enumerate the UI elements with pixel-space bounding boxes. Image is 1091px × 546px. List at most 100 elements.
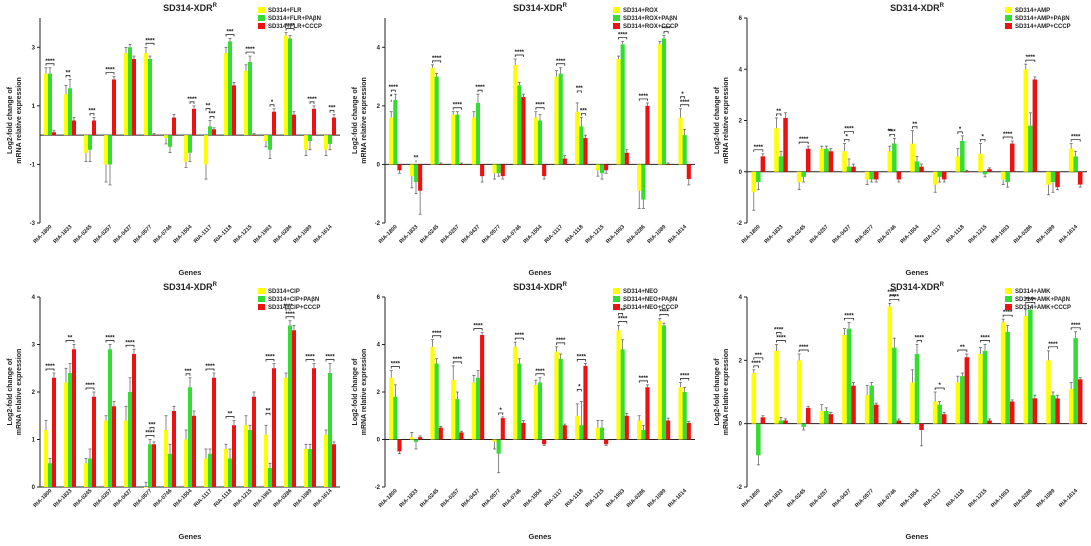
bar-SD314+FLR-RIA-1554 [184, 135, 188, 162]
bar-SD314+AMK+CCCP-RIA-0286 [1032, 398, 1038, 424]
bar-SD314+ROX+PAβN-RIA-1614 [682, 135, 687, 165]
y-axis-label-line1: Log2-fold change of [714, 86, 721, 154]
x-tick-label: RIA-0257 [809, 224, 830, 245]
y-tick-label: 4 [739, 67, 743, 73]
x-tick-label: RIA-1117 [193, 224, 213, 244]
significance-bracket [753, 365, 759, 368]
bar-SD314+CIP+CCCP-RIA-1118 [232, 425, 236, 487]
bar-SD314+NEO+CCCP-RIA-1089 [666, 420, 671, 440]
significance-label: **** [616, 309, 626, 315]
significance-label: **** [754, 145, 764, 151]
bar-SD314+AMK-RIA-0577 [864, 395, 870, 424]
y-axis-label-line1: Log2-fold change of [352, 358, 359, 426]
y-tick-label: 2 [739, 119, 743, 125]
significance-bracket [535, 373, 545, 376]
bar-SD314+NEO+PAβN-RIA-1215 [599, 427, 605, 440]
bar-SD314+AMK+CCCP-RIA-0257 [828, 414, 834, 424]
significance-label: **** [844, 313, 854, 319]
bar-SD314+FLR+CCCP-RIA-1554 [192, 108, 196, 136]
bar-SD314+AMP-RIA-1554 [910, 143, 915, 172]
bar-SD314+AMP+CCCP-RIA-1833 [783, 117, 788, 172]
bar-SD314+CIP-RIA-1215 [244, 425, 248, 487]
x-tick-label: RIA-1993 [253, 224, 274, 245]
y-tick-label: -2 [737, 485, 743, 491]
y-tick-label: 2 [377, 390, 381, 396]
bar-SD314+ROX+CCCP-RIA-1800 [397, 164, 402, 171]
bar-SD314+ROX+CCCP-RIA-0577 [500, 164, 505, 177]
significance-label: **** [1003, 132, 1013, 138]
significance-bracket [776, 340, 786, 343]
x-tick-label: RIA-0437 [461, 224, 482, 245]
significance-label: **** [980, 336, 990, 342]
bar-SD314+CIP-RIA-0746 [164, 430, 168, 487]
bar-SD314+ROX-RIA-1554 [533, 117, 538, 165]
significance-label: * [578, 385, 581, 391]
significance-label: **** [265, 355, 275, 361]
y-tick-label: -2 [375, 221, 381, 227]
significance-bracket [680, 96, 686, 99]
bar-SD314+ROX-RIA-0286 [637, 164, 642, 191]
y-tick-label: 0 [377, 162, 381, 168]
legend-swatch-3 [613, 23, 620, 29]
significance-bracket [145, 435, 155, 438]
significance-bracket [980, 340, 990, 343]
x-tick-label: RIA-1833 [399, 224, 420, 245]
bar-SD314+AMK+CCCP-RIA-1089 [1055, 398, 1060, 424]
bar-SD314+NEO-RIA-0286 [637, 420, 642, 440]
legend-label-3: SD314+ROX+CCCP [623, 24, 678, 30]
bar-SD314+NEO+PAβN-RIA-1614 [682, 392, 687, 440]
bar-SD314+FLR+CCCP-RIA-0437 [132, 59, 136, 136]
bar-SD314+ROX+CCCP-RIA-1215 [604, 164, 609, 171]
bar-SD314+AMK-RIA-0746 [887, 306, 893, 424]
bar-SD314+NEO+PAβN-RIA-0245 [434, 363, 439, 440]
bar-SD314+AMP+CCCP-RIA-1089 [1055, 171, 1060, 188]
significance-bracket [934, 387, 945, 390]
x-tick-label: RIA-1614 [1058, 488, 1080, 510]
bar-SD314+AMK+CCCP-RIA-1118 [964, 357, 970, 424]
bar-SD314+ROX+PAβN-RIA-1089 [661, 38, 667, 165]
bar-SD314+ROX-RIA-1089 [657, 44, 662, 165]
bar-SD314+AMP+PAβN-RIA-1554 [914, 161, 920, 172]
bar-SD314+ROX+CCCP-RIA-1118 [583, 138, 588, 165]
y-tick-label: 3 [32, 343, 36, 349]
bar-SD314+AMK+PAβN-RIA-0577 [869, 385, 874, 424]
chart-title-sup: R [940, 282, 945, 288]
legend-swatch-2 [1005, 15, 1012, 21]
significance-label: *** [328, 106, 336, 112]
bar-SD314+FLR+PAβN-RIA-0286 [288, 38, 292, 136]
significance-label: ** [887, 129, 892, 135]
bar-SD314+AMK+CCCP-RIA-1614 [1077, 379, 1083, 424]
significance-label: **** [680, 100, 690, 106]
bar-SD314+ROX-RIA-1800 [389, 117, 394, 165]
bar-SD314+CIP+PAβN-RIA-1614 [328, 373, 332, 487]
bar-SD314+AMK+PAβN-RIA-1089 [1050, 395, 1056, 424]
x-tick-label: RIA-0245 [786, 224, 807, 245]
bar-SD314+AMP-RIA-1215 [978, 153, 983, 172]
bar-SD314+ROX-RIA-1117 [554, 76, 559, 165]
bar-SD314+AMK+CCCP-RIA-1800 [760, 417, 766, 424]
significance-label: *** [576, 86, 584, 92]
significance-bracket [45, 63, 55, 66]
significance-label: **** [45, 364, 55, 370]
y-axis-label-line2: mRNA relative expression [361, 77, 368, 164]
bar-SD314+AMK+CCCP-RIA-1833 [783, 420, 788, 424]
bar-SD314+NEO+CCCP-RIA-1800 [397, 439, 402, 452]
chart-title-sup: R [563, 3, 568, 9]
significance-bracket [576, 359, 586, 362]
x-tick-label: RIA-1800 [33, 488, 54, 509]
bar-SD314+FLR-RIA-1089 [304, 135, 308, 150]
significance-label: **** [307, 97, 317, 103]
x-tick-label: RIA-1554 [900, 488, 922, 510]
bar-SD314+ROX+CCCP-RIA-1089 [666, 164, 671, 166]
significance-label: ** [206, 104, 211, 110]
significance-label: **** [639, 376, 649, 382]
y-tick-label: 0 [32, 485, 36, 491]
chart-title: SD314-XDRR [163, 3, 218, 13]
x-tick-label: RIA-1800 [741, 488, 762, 509]
bar-SD314+AMK+CCCP-RIA-0577 [873, 404, 879, 424]
bar-SD314+CIP-RIA-1800 [44, 430, 48, 487]
y-tick-label: 3 [32, 45, 36, 51]
significance-bracket [980, 139, 986, 142]
bar-SD314+ROX+PAβN-RIA-0437 [475, 102, 481, 165]
significance-bracket [452, 107, 462, 110]
